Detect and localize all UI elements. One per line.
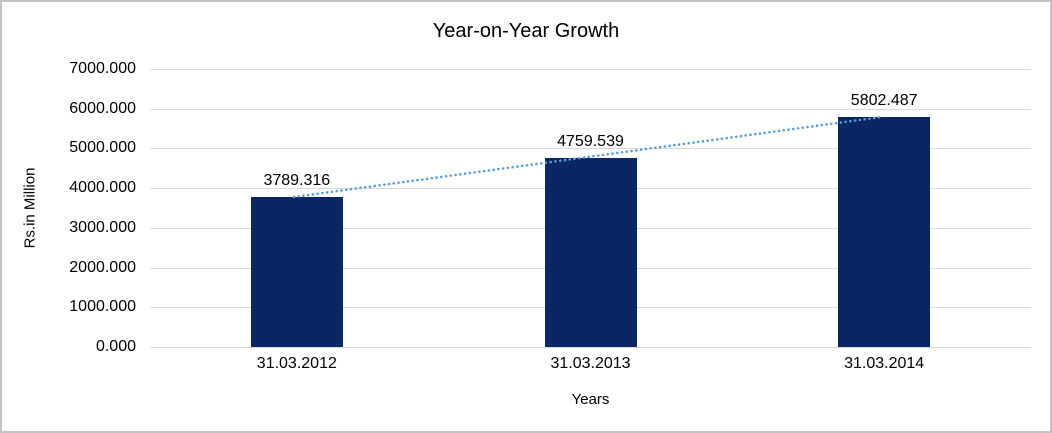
bar-31.03.2013 — [544, 157, 637, 347]
bar-31.03.2012 — [250, 196, 343, 347]
plot-area: 3789.316 4759.539 5802.487 — [150, 69, 1031, 348]
y-tick-label: 7000.000 — [69, 60, 136, 77]
gridline — [150, 347, 1031, 348]
chart-title: Year-on-Year Growth — [432, 20, 620, 42]
y-tick-label: 4000.000 — [69, 179, 136, 197]
x-tick-label: 31.03.2014 — [844, 355, 925, 372]
x-tick-label: 31.03.2013 — [550, 355, 631, 372]
y-tick-label: 1000.000 — [69, 298, 136, 316]
gridline — [150, 69, 1031, 70]
gridline — [150, 148, 1031, 150]
data-label: 5802.487 — [850, 91, 918, 109]
data-label: 4759.539 — [557, 132, 624, 150]
y-tick-label: 3000.000 — [69, 218, 136, 236]
data-label: 3789.316 — [263, 171, 331, 189]
y-tick-label: 6000.000 — [69, 99, 136, 117]
x-axis-title: Years — [571, 391, 610, 408]
x-tick-label: 31.03.2012 — [256, 355, 337, 372]
trendline — [292, 115, 883, 199]
y-axis-title: Rs.in Million — [21, 167, 39, 249]
y-tick-label: 0.000 — [95, 338, 136, 355]
y-tick-label: 2000.000 — [69, 258, 136, 276]
bar-31.03.2014 — [838, 116, 931, 347]
y-tick-label: 5000.000 — [69, 139, 136, 157]
gridline — [150, 108, 1031, 110]
